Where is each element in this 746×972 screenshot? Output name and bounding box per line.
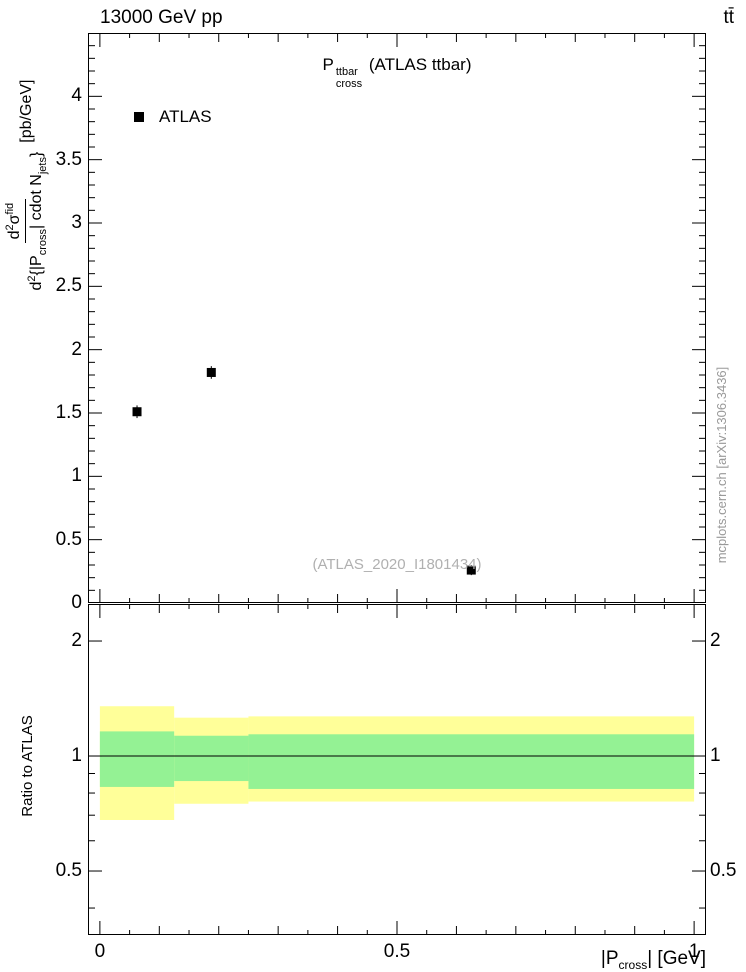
main-y-tick-label: 3.5 <box>55 148 82 170</box>
main-frame <box>88 33 706 603</box>
main-y-tick-label: 1 <box>71 465 82 487</box>
ratio-panel <box>88 604 706 935</box>
x-title-sub: cross <box>618 958 648 972</box>
x-title-p1: |P <box>600 948 619 969</box>
plot-title-suffix: (ATLAS ttbar) <box>364 55 472 74</box>
plot-title-base: P <box>322 55 334 74</box>
x-tick-label: 1 <box>688 941 700 962</box>
main-y-tick-label: 0 <box>71 592 82 613</box>
uncertainty-band-green <box>174 735 249 782</box>
main-y-tick-label: 4 <box>71 85 82 107</box>
ratio-y-tick-label-left: 0.5 <box>55 860 82 882</box>
ratio-y-tick-label-right: 1 <box>710 745 721 767</box>
legend-label: ATLAS <box>159 107 212 126</box>
ratio-y-tick-label-right: 2 <box>710 630 721 652</box>
uncertainty-band-green <box>99 731 175 787</box>
ratio-y-tick-label-left: 2 <box>71 630 82 652</box>
main-plot-canvas <box>88 33 706 603</box>
ratio-frame <box>88 604 706 935</box>
x-axis-title: |Pcross| [GeV] <box>601 948 706 972</box>
uncertainty-band-green <box>248 734 695 789</box>
legend-marker-square-icon <box>134 112 144 122</box>
main-y-tick-label: 2.5 <box>55 275 82 297</box>
ratio-y-tick-label-left: 1 <box>71 745 82 767</box>
plot-title-supsub: ttbar cross <box>335 66 363 90</box>
main-y-tick-label: 1.5 <box>55 402 82 423</box>
plot-title-sub: cross <box>335 77 363 90</box>
beam-energy-label: 13000 GeV pp <box>100 7 223 28</box>
data-point <box>206 367 216 377</box>
ratio-plot-canvas <box>88 604 706 935</box>
analysis-id-watermark: (ATLAS_2020_I1801434) <box>312 556 482 573</box>
plot-title-sup: ttbar <box>335 66 358 78</box>
data-point <box>466 565 476 575</box>
ratio-y-tick-label-right: 0.5 <box>710 860 737 882</box>
mcplots-credit: mcplots.cern.ch [arXiv:1306.3436] <box>714 366 729 564</box>
main-y-tick-label: 3 <box>71 212 82 233</box>
legend: ATLAS <box>134 107 212 127</box>
x-title-p2: | [GeV] <box>647 948 706 969</box>
process-label: tt̄ <box>723 7 734 28</box>
x-tick-label: 0.5 <box>383 941 411 962</box>
x-tick-label: 0 <box>94 941 106 962</box>
data-point <box>132 407 142 417</box>
y-den-p1: {|P <box>27 255 45 276</box>
main-y-tick-label: 0.5 <box>55 528 82 550</box>
main-y-tick-label: 2 <box>71 338 82 360</box>
